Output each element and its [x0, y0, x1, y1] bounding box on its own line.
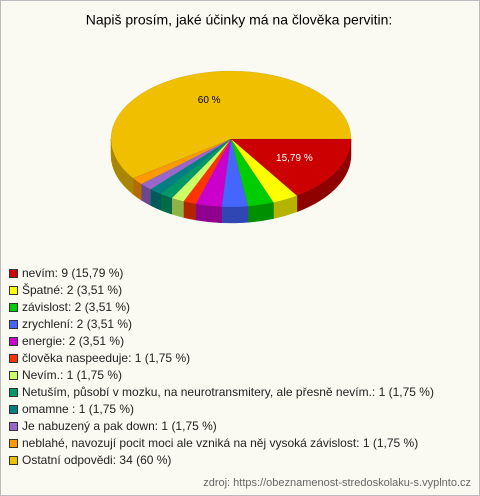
legend-item: omamne : 1 (1,75 %) [9, 401, 471, 418]
legend-item: závislost: 2 (3,51 %) [9, 299, 471, 316]
data-label: 15,79 % [276, 153, 313, 164]
legend-swatch [9, 303, 18, 312]
slice-top [230, 138, 352, 197]
legend-label: závislost: 2 (3,51 %) [22, 300, 131, 314]
legend-swatch [9, 371, 18, 380]
legend-item: zrychlení: 2 (3,51 %) [9, 316, 471, 333]
legend-swatch [9, 269, 18, 278]
legend-label: Ostatní odpovědi: 34 (60 %) [22, 453, 172, 467]
legend-swatch [9, 354, 18, 363]
legend-swatch [9, 286, 18, 295]
legend-swatch [9, 422, 18, 431]
legend-item: nevím: 9 (15,79 %) [9, 265, 471, 282]
pie-slice [195, 138, 232, 224]
chart: Napiš prosím, jaké účinky má na člověka … [86, 12, 393, 224]
legend-label: nevím: 9 (15,79 %) [22, 266, 124, 280]
legend-label: energie: 2 (3,51 %) [22, 334, 125, 348]
legend-swatch [9, 405, 18, 414]
legend-label: Je nabuzený a pak down: 1 (1,75 %) [22, 419, 217, 433]
legend-swatch [9, 320, 18, 329]
legend-label: neblahé, navozují pocit moci ale vzniká … [22, 436, 419, 450]
legend-item: neblahé, navozují pocit moci ale vzniká … [9, 435, 471, 452]
pie-slice [183, 138, 232, 221]
chart-title: Napiš prosím, jaké účinky má na člověka … [86, 12, 393, 28]
pie-slice [110, 70, 352, 195]
legend-label: Špatné: 2 (3,51 %) [22, 283, 123, 297]
legend-label: Netuším, působí v mozku, na neurotransmi… [22, 385, 434, 399]
data-label: 60 % [198, 95, 221, 106]
slice-side [221, 206, 249, 224]
legend-item: Ostatní odpovědi: 34 (60 %) [9, 452, 471, 469]
legend-item: člověka naspeeduje: 1 (1,75 %) [9, 350, 471, 367]
legend-item: Netuším, působí v mozku, na neurotransmi… [9, 384, 471, 401]
legend-item: Je nabuzený a pak down: 1 (1,75 %) [9, 418, 471, 435]
legend-swatch [9, 456, 18, 465]
legend-label: omamne : 1 (1,75 %) [22, 402, 135, 416]
legend-label: člověka naspeeduje: 1 (1,75 %) [22, 351, 191, 365]
legend-swatch [9, 337, 18, 346]
legend-item: Špatné: 2 (3,51 %) [9, 282, 471, 299]
legend-swatch [9, 388, 18, 397]
legend-label: Nevím.: 1 (1,75 %) [22, 368, 123, 382]
legend-label: zrychlení: 2 (3,51 %) [22, 317, 133, 331]
legend: nevím: 9 (15,79 %) Špatné: 2 (3,51 %) závi… [9, 265, 471, 469]
pie-slice [230, 138, 298, 219]
slice-top [110, 70, 352, 179]
legend-item: energie: 2 (3,51 %) [9, 333, 471, 350]
source: zdroj: https://obeznamenost-stredoskolak… [203, 477, 471, 489]
legend-item: Nevím.: 1 (1,75 %) [9, 367, 471, 384]
slice-side [183, 201, 197, 221]
legend-swatch [9, 439, 18, 448]
